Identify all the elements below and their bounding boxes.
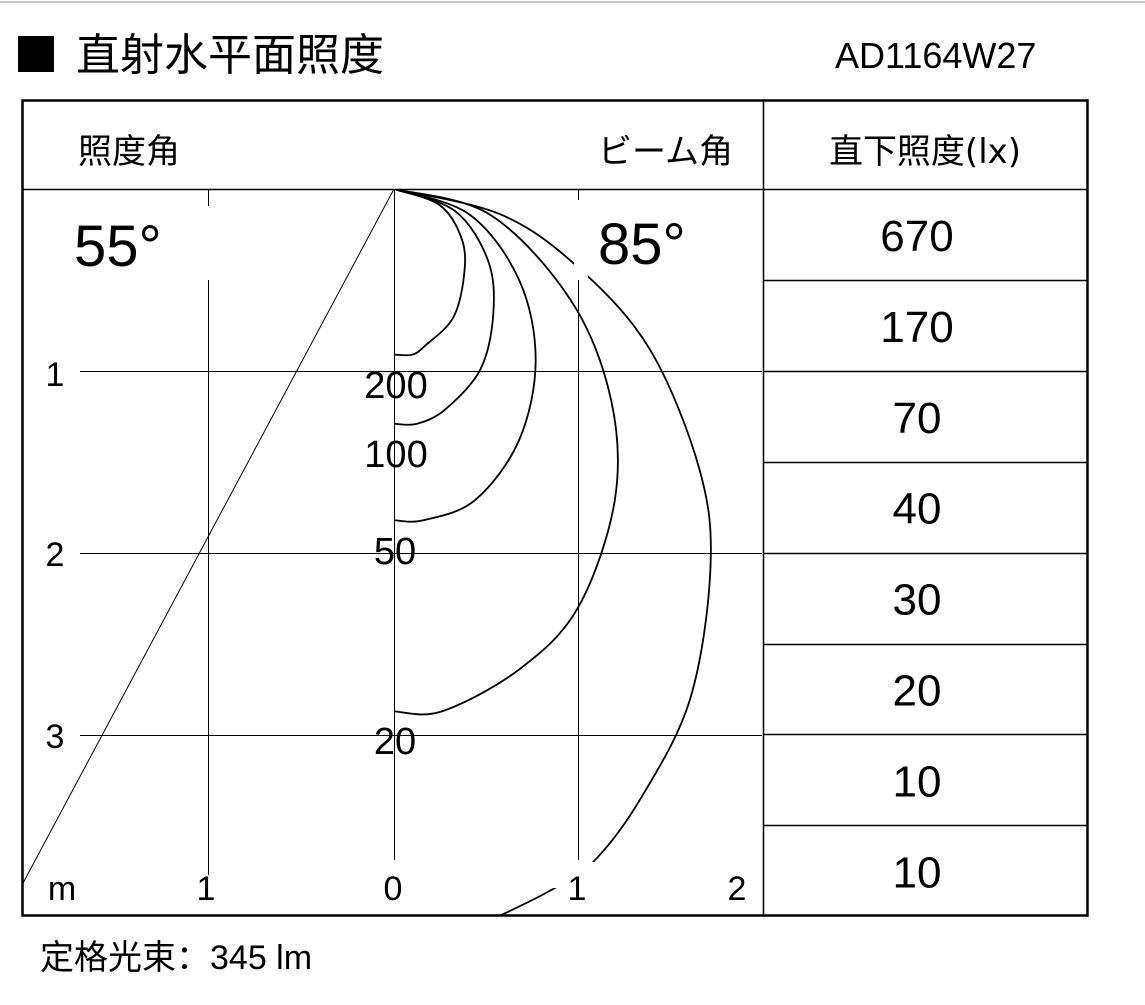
beam-angle-value: 85° bbox=[598, 212, 686, 277]
y-tick-1: 1 bbox=[46, 356, 65, 394]
illum-angle-line bbox=[21, 188, 395, 886]
col-illum-angle: 照度角 bbox=[78, 132, 180, 172]
contour-200 bbox=[393, 190, 466, 357]
direct-illum-value: 20 bbox=[893, 667, 942, 716]
direct-illum-value: 170 bbox=[880, 303, 953, 352]
illum-angle-value: 55° bbox=[74, 214, 162, 279]
page-title: 直射水平面照度 bbox=[18, 28, 384, 84]
direct-illum-value: 30 bbox=[893, 576, 942, 625]
contour-label-20: 20 bbox=[374, 721, 416, 763]
contour-gap bbox=[574, 262, 588, 278]
contour-100 bbox=[393, 190, 495, 426]
table-row-lines bbox=[763, 279, 1088, 827]
x-tick-left1: 1 bbox=[197, 870, 216, 908]
direct-illum-value: 10 bbox=[893, 757, 942, 806]
contour-label-100: 100 bbox=[364, 434, 427, 476]
contour-label-50: 50 bbox=[374, 531, 416, 573]
contour-gap bbox=[548, 862, 596, 888]
grid bbox=[80, 190, 762, 875]
square-bullet-icon bbox=[18, 36, 54, 72]
x-tick-2: 2 bbox=[728, 870, 747, 908]
contour-label-200: 200 bbox=[364, 365, 427, 407]
contour-50 bbox=[393, 190, 537, 523]
col-direct-illum: 直下照度(lx) bbox=[829, 132, 1021, 172]
title-text: 直射水平面照度 bbox=[76, 30, 384, 81]
direct-illum-value: 10 bbox=[893, 848, 942, 897]
unit-label: m bbox=[48, 870, 76, 908]
x-tick-1: 1 bbox=[568, 870, 587, 908]
direct-illum-value: 40 bbox=[893, 485, 942, 534]
outer-frame bbox=[21, 99, 1089, 917]
x-tick-0: 0 bbox=[384, 870, 403, 908]
y-tick-3: 3 bbox=[46, 718, 65, 756]
direct-illum-value: 670 bbox=[880, 212, 953, 261]
direct-illum-value: 70 bbox=[893, 394, 942, 443]
model-number: AD1164W27 bbox=[835, 35, 1037, 76]
top-divider bbox=[0, 1, 1145, 3]
y-tick-2: 2 bbox=[46, 536, 65, 574]
contour-20 bbox=[393, 190, 619, 716]
rated-flux: 定格光束：345 lm bbox=[40, 936, 312, 980]
col-beam-angle: ビーム角 bbox=[598, 132, 733, 172]
rated-flux-label: 定格光束 bbox=[40, 938, 176, 978]
rated-flux-value: ：345 lm bbox=[176, 939, 313, 977]
